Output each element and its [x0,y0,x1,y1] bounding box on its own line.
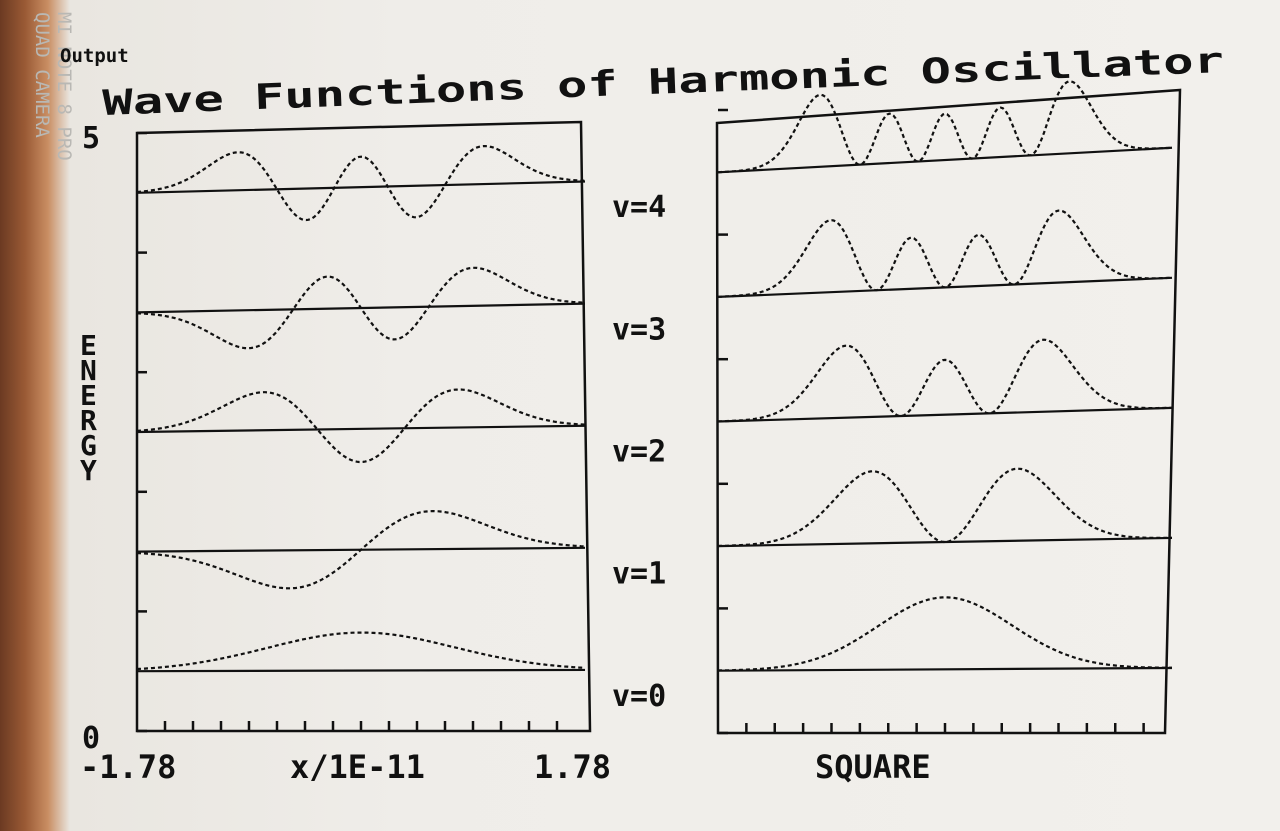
wave-function-panel-curve-1 [136,510,586,590]
y-tick-bottom: 0 [82,721,100,756]
y-axis-label-char: G [80,429,97,462]
probability-density-panel-energy-line-0 [717,666,1173,672]
probability-density-panel-energy-line-4 [717,146,1173,174]
level-labels: v=0 v=1 v=2 v=3 v=4 [612,190,666,714]
wave-function-panel-energy-line-4 [136,180,586,194]
wave-function-panel-energy-line-0 [136,668,586,673]
wave-function-panel-energy-line-2 [136,424,586,434]
wave-function-panel-curve-4 [136,145,586,222]
probability-density-panel-curve-1 [717,467,1172,548]
probability-density-panel-energy-line-1 [717,536,1173,548]
y-axis-label-char: Y [80,454,97,487]
x-axis-label: x/1E-11 [290,748,425,786]
y-axis-label-char: E [80,379,97,412]
left-axis-ticks [137,131,559,733]
right-x-axis-label: SQUARE [815,748,931,786]
right-plot-frame [715,88,1182,735]
wave-function-panel-curve-2 [136,388,586,464]
output-label: Output [60,45,129,67]
probability-density-panel-curve-4 [717,80,1173,174]
probability-density-panel-energy-line-2 [717,406,1173,423]
camera-watermark-line-2: QUAD CAMERA [31,12,53,138]
x-tick-right: 1.78 [534,748,611,786]
probability-density-panel-curve-3 [717,209,1173,298]
curves-layer [136,80,1173,673]
probability-density-panel-curve-0 [717,596,1172,672]
level-label-4: v=4 [612,190,666,225]
left-plot-frame [135,120,592,733]
x-tick-left: -1.78 [80,748,176,786]
level-label-0: v=0 [612,679,666,714]
y-axis-label-char: R [80,404,97,437]
level-label-3: v=3 [612,312,666,347]
level-label-2: v=2 [612,435,666,470]
right-axis-ticks [718,108,1145,735]
wave-function-panel-curve-0 [136,631,586,671]
level-label-1: v=1 [612,557,666,592]
y-axis-label-char: E [80,329,97,362]
wave-function-panel-curve-3 [136,266,586,350]
probability-density-panel-curve-2 [718,338,1173,423]
y-axis-label-char: N [80,354,97,387]
chart-title: Wave Functions of Harmonic Oscillator [102,41,1225,124]
camera-watermark-line-1: MI NOTE 8 PRO [53,12,75,161]
y-tick-top: 5 [82,121,100,156]
